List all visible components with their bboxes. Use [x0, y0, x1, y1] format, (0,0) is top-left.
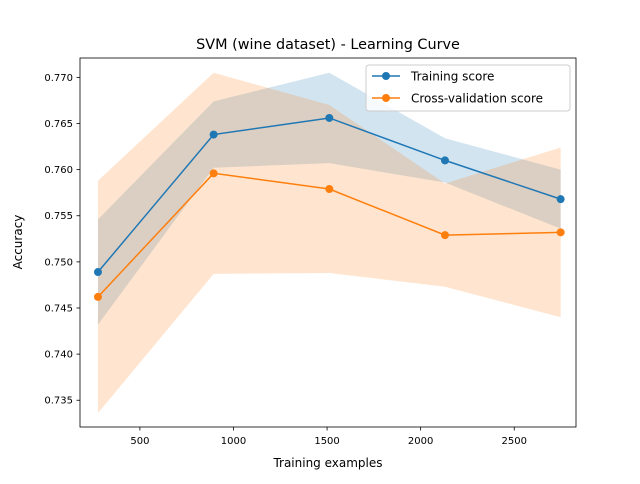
y-tick-label: 0.770 — [44, 73, 73, 84]
point-training — [93, 268, 102, 277]
series-markers — [93, 113, 565, 301]
point-cv — [440, 231, 449, 240]
point-cv — [93, 292, 102, 301]
y-tick-label: 0.745 — [44, 303, 73, 314]
point-cv — [325, 184, 334, 193]
point-cv — [209, 169, 218, 178]
point-training — [325, 113, 334, 122]
legend: Training score Cross-validation score — [365, 64, 571, 112]
legend-label-training: Training score — [410, 70, 494, 84]
point-training — [440, 156, 449, 165]
x-tick-label: 1500 — [314, 436, 339, 447]
y-tick-label: 0.735 — [44, 396, 73, 407]
point-training — [556, 195, 565, 204]
point-cv — [556, 228, 565, 237]
plot-frame — [79, 57, 577, 428]
chart-title: SVM (wine dataset) - Learning Curve — [196, 37, 460, 53]
y-tick-label: 0.760 — [44, 165, 73, 176]
legend-marker-cv — [382, 94, 390, 102]
y-axis-label: Accuracy — [11, 215, 25, 270]
x-tick-label: 500 — [130, 436, 149, 447]
y-tick-label: 0.755 — [44, 211, 73, 222]
x-tick-label: 2000 — [408, 436, 433, 447]
point-training — [209, 130, 218, 139]
y-tick-label: 0.765 — [44, 119, 73, 130]
x-axis-ticks: 500 1000 1500 2000 2500 — [130, 427, 527, 447]
y-axis-ticks: 0.735 0.740 0.745 0.750 0.755 0.760 0.765 0.770 — [44, 73, 80, 407]
x-tick-label: 2500 — [502, 436, 527, 447]
y-tick-label: 0.740 — [44, 350, 73, 361]
x-axis-label: Training examples — [272, 456, 382, 470]
band-cv — [97, 72, 561, 414]
legend-marker-training — [382, 72, 390, 80]
legend-label-cv: Cross-validation score — [411, 92, 543, 106]
x-tick-label: 1000 — [221, 436, 246, 447]
y-tick-label: 0.750 — [44, 257, 73, 268]
legend-box — [365, 64, 571, 112]
